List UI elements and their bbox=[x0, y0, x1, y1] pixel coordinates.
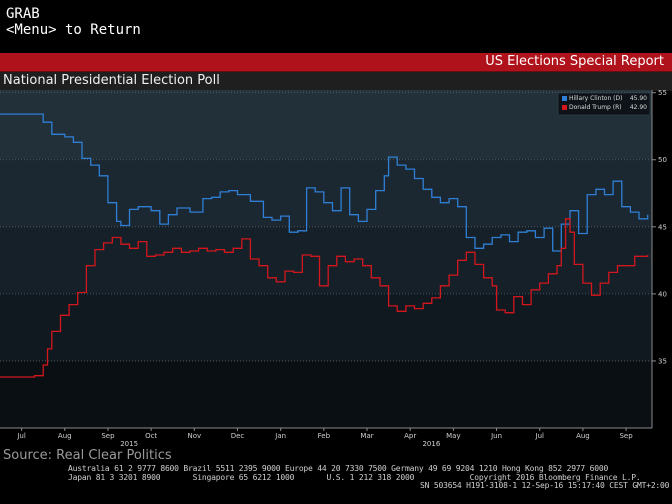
x-tick-label: Apr bbox=[404, 432, 416, 440]
chart-band bbox=[0, 159, 652, 227]
clinton-series-line bbox=[0, 113, 649, 252]
legend-value: 45.90 bbox=[630, 95, 647, 102]
footer-session-info: SN 503654 H191-3108-1 12-Sep-16 15:17:40… bbox=[420, 481, 670, 490]
y-tick-label: 50 bbox=[658, 156, 667, 164]
x-tick-label: Nov bbox=[187, 432, 201, 440]
chart-band bbox=[0, 92, 652, 160]
chart-title: National Presidential Election Poll bbox=[3, 73, 220, 88]
footer-contacts-line1: Australia 61 2 9777 8600 Brazil 5511 239… bbox=[68, 464, 609, 473]
x-tick-label: Mar bbox=[360, 432, 373, 440]
x-tick-label: Feb bbox=[318, 432, 331, 440]
legend-box bbox=[557, 92, 651, 116]
legend-label: Hillary Clinton (D) bbox=[569, 95, 622, 102]
chart-band bbox=[0, 226, 652, 294]
chart-series bbox=[0, 113, 649, 378]
y-tick-label: 45 bbox=[658, 223, 667, 231]
chart-title-bar: National Presidential Election Poll bbox=[0, 71, 672, 91]
x-tick-label: Jan bbox=[274, 432, 286, 440]
source-note: Source: Real Clear Politics bbox=[3, 448, 172, 463]
chart-legend: Hillary Clinton (D) 45.90 Donald Trump (R)… bbox=[557, 92, 651, 116]
poll-line-chart: 35 40 45 50 55 Jul Aug Sep Oct Nov Dec Jan Feb Mar Ap… bbox=[0, 90, 667, 446]
legend-label: Donald Trump (R) bbox=[569, 104, 622, 111]
x-tick-label: Aug bbox=[576, 432, 590, 440]
x-axis: Jul Aug Sep Oct Nov Dec Jan Feb Mar Apr May Jun Jul A… bbox=[0, 427, 652, 446]
x-tick-label: Jun bbox=[490, 432, 502, 440]
trump-series-line bbox=[0, 218, 649, 378]
terminal-title: GRAB bbox=[6, 6, 40, 22]
x-tick-label: Sep bbox=[101, 432, 115, 440]
y-axis: 35 40 45 50 55 bbox=[651, 90, 667, 428]
chart-bands bbox=[0, 90, 652, 428]
x-tick-label: Aug bbox=[58, 432, 72, 440]
report-title: US Elections Special Report bbox=[485, 54, 664, 69]
chart-band bbox=[0, 360, 652, 428]
y-tick-label: 35 bbox=[658, 357, 667, 365]
footer-contacts-line2: Japan 81 3 3201 8900 Singapore 65 6212 1… bbox=[68, 473, 641, 482]
x-year-label: 2016 bbox=[422, 440, 440, 446]
x-tick-label: Jul bbox=[535, 432, 545, 440]
legend-swatch bbox=[562, 105, 567, 110]
menu-return-hint[interactable]: <Menu> to Return bbox=[6, 22, 141, 38]
chart-grid bbox=[0, 92, 652, 362]
report-header-bar: US Elections Special Report bbox=[0, 53, 672, 71]
x-year-label: 2015 bbox=[120, 440, 138, 446]
chart-band bbox=[0, 293, 652, 361]
legend-swatch bbox=[562, 96, 567, 101]
legend-value: 42.90 bbox=[630, 104, 647, 111]
y-tick-label: 55 bbox=[658, 90, 667, 97]
x-tick-label: Jul bbox=[16, 432, 26, 440]
x-tick-label: Dec bbox=[231, 432, 245, 440]
x-tick-label: Oct bbox=[145, 432, 157, 440]
x-tick-label: Sep bbox=[619, 432, 633, 440]
y-tick-label: 40 bbox=[658, 290, 667, 298]
x-tick-label: May bbox=[446, 432, 460, 440]
chart-band bbox=[0, 90, 652, 93]
